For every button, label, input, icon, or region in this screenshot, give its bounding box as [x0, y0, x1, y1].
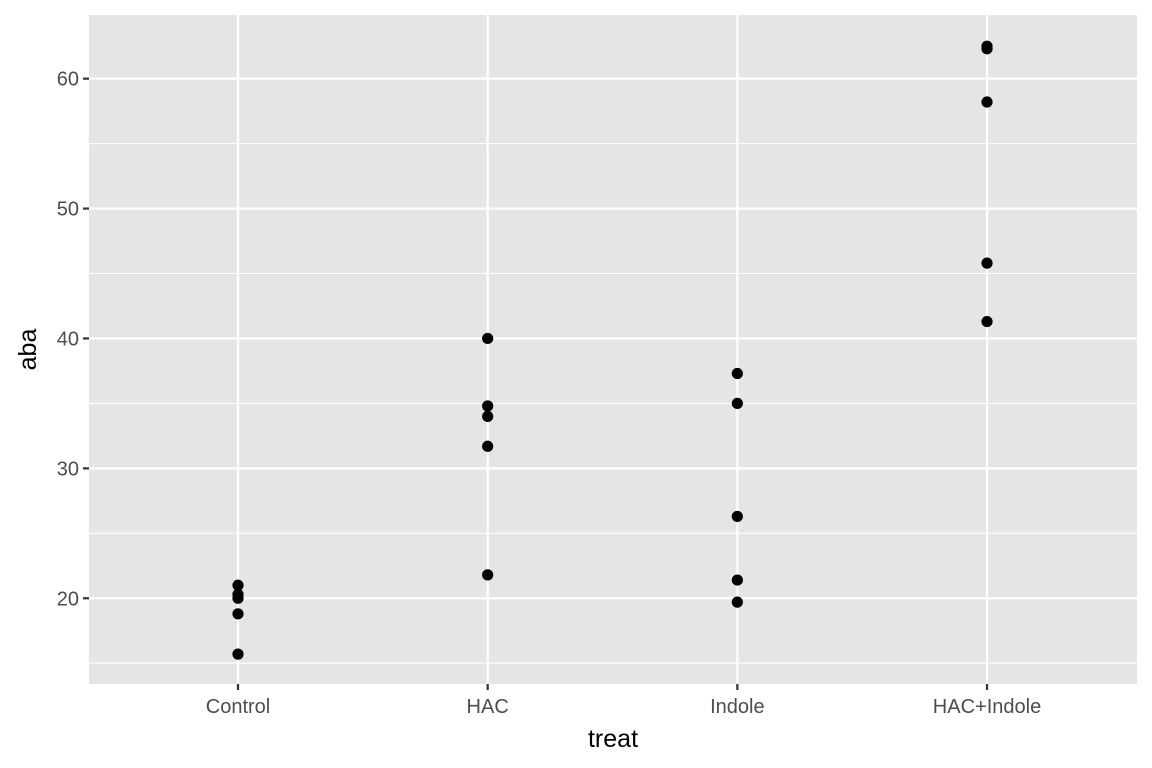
data-point [482, 569, 494, 581]
data-point [731, 574, 743, 586]
data-point [981, 96, 993, 108]
data-point [232, 592, 244, 604]
y-tick-label: 30 [57, 458, 79, 480]
y-tick-label: 20 [57, 588, 79, 610]
data-point [731, 367, 743, 380]
data-point [482, 400, 494, 412]
data-point [482, 440, 494, 452]
y-tick-label: 50 [57, 199, 79, 221]
x-axis: Control HAC Indole HAC+Indole [206, 684, 1041, 718]
data-point [232, 648, 244, 660]
data-point [731, 510, 743, 523]
y-axis-title: aba [14, 329, 42, 371]
minor-gridlines [89, 143, 1137, 664]
data-point [981, 257, 993, 269]
data-point [981, 315, 993, 328]
data-point [482, 332, 494, 345]
x-tick-label: Control [206, 696, 270, 718]
plot-panel [89, 15, 1137, 684]
data-point [232, 608, 244, 620]
x-tick-label: HAC [467, 696, 509, 718]
x-tick-label: HAC+Indole [933, 696, 1041, 718]
data-point [232, 579, 244, 591]
data-point [482, 410, 494, 422]
data-points [232, 40, 993, 660]
major-gridlines [89, 15, 1137, 684]
y-axis: 20 30 40 50 60 [57, 69, 89, 610]
x-axis-title: treat [588, 725, 638, 753]
y-tick-label: 40 [57, 328, 79, 350]
data-point [731, 397, 743, 410]
data-point [981, 43, 993, 55]
x-tick-label: Indole [710, 696, 765, 718]
data-point [731, 596, 743, 608]
y-tick-label: 60 [57, 69, 79, 91]
